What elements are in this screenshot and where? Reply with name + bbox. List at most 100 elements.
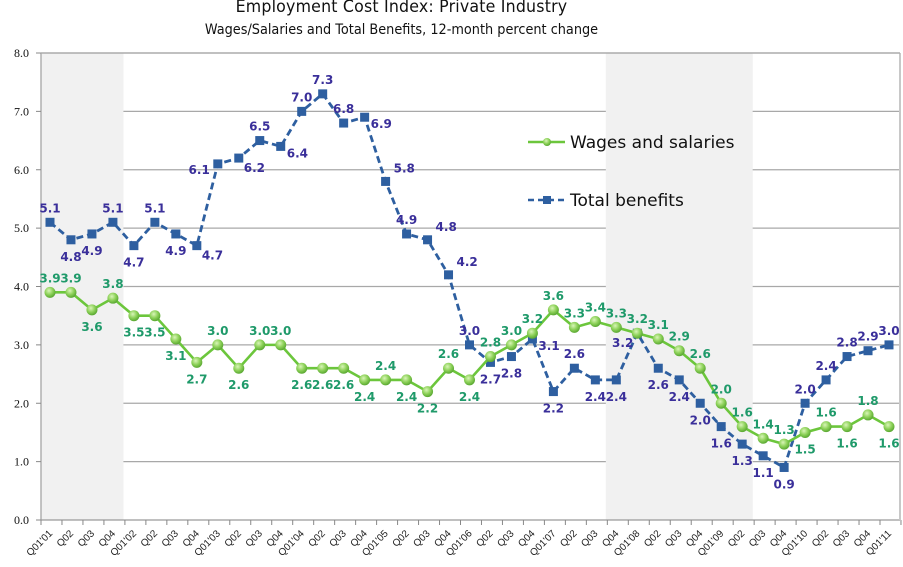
- data-labels: 3.9 3.93.63.83.5 3.53.12.73.02.63.0 3.02.6 2…: [39, 73, 899, 492]
- wages-data-label: 1.5: [794, 442, 815, 456]
- wages-point: [568, 321, 580, 333]
- benefits-data-label: 5.1: [39, 201, 60, 215]
- benefits-point: [213, 159, 223, 169]
- wages-data-label: 3.0: [249, 324, 270, 338]
- x-tick-label: Q02: [223, 528, 244, 549]
- wages-data-label: 2.7: [186, 372, 207, 386]
- benefits-point: [506, 352, 516, 362]
- benefits-point: [674, 375, 684, 385]
- wages-data-label: 1.6: [836, 437, 857, 451]
- x-tick-label: Q02: [307, 528, 328, 549]
- wages-point: [484, 351, 496, 363]
- wages-data-label: 3.0: [270, 324, 291, 338]
- benefits-data-label: 2.0: [794, 382, 815, 396]
- x-tick-label: Q03: [831, 528, 852, 549]
- benefits-data-label: 6.5: [249, 120, 270, 134]
- wages-point: [631, 327, 643, 339]
- wages-point: [317, 362, 329, 374]
- benefits-point: [800, 398, 810, 408]
- wages-data-label: 2.9: [669, 330, 690, 344]
- x-tick-label: Q02: [391, 528, 412, 549]
- benefits-point: [590, 375, 600, 385]
- benefits-data-label: 3.1: [538, 339, 559, 353]
- wages-point: [359, 374, 371, 386]
- wages-data-label: 1.6: [732, 406, 753, 420]
- wages-data-label: 2.0: [711, 382, 732, 396]
- wages-data-label: 1.4: [753, 417, 774, 431]
- wages-data-label: 2.4: [354, 390, 375, 404]
- benefits-data-label: 4.7: [123, 256, 144, 270]
- wages-point: [694, 362, 706, 374]
- wages-data-label: 3.4: [585, 301, 606, 315]
- wages-point: [86, 304, 98, 316]
- benefits-point: [548, 387, 558, 397]
- series-group: [44, 89, 895, 472]
- x-tick-label: Q03: [160, 528, 181, 549]
- x-tick-label: Q03: [579, 528, 600, 549]
- x-tick-label: Q02: [474, 528, 495, 549]
- wages-point: [443, 362, 455, 374]
- benefits-data-label: 2.6: [564, 347, 585, 361]
- x-tick-label: Q03: [747, 528, 768, 549]
- benefits-data-label: 2.4: [585, 390, 606, 404]
- wages-data-label: 1.6: [815, 406, 836, 420]
- y-tick-label: 0.0: [14, 513, 29, 527]
- x-tick-label: Q01'01: [25, 528, 56, 559]
- wages-data-label: 2.6: [690, 347, 711, 361]
- wages-point: [841, 421, 853, 433]
- wages-data-label: 2.4: [396, 390, 417, 404]
- y-tick-label: 7.0: [14, 104, 29, 118]
- benefits-data-label: 5.1: [144, 201, 165, 215]
- wages-data-label: 3.2: [522, 312, 543, 326]
- legend: Wages and salaries Total benefits: [528, 133, 735, 211]
- benefits-point: [45, 217, 55, 227]
- benefits-point: [569, 363, 579, 373]
- wages-data-label: 3.1: [648, 318, 669, 332]
- wages-point: [610, 321, 622, 333]
- x-tick-label: Q02: [642, 528, 663, 549]
- benefits-point: [485, 357, 495, 367]
- wages-data-label: 3.9: [60, 271, 81, 285]
- benefits-data-label: 2.2: [543, 402, 564, 416]
- benefits-data-label: 2.4: [669, 390, 690, 404]
- y-tick-label: 4.0: [14, 280, 29, 294]
- benefits-point: [737, 439, 747, 449]
- benefits-data-label: 5.8: [394, 161, 415, 175]
- legend-benefits-label: Total benefits: [569, 191, 684, 211]
- benefits-data-label: 3.2: [612, 336, 633, 350]
- chart-subtitle: Wages/Salaries and Total Benefits, 12-mo…: [204, 22, 599, 38]
- wages-point: [547, 304, 559, 316]
- benefits-data-label: 2.8: [501, 367, 522, 381]
- benefits-point: [339, 118, 349, 128]
- benefits-point: [842, 352, 852, 362]
- wages-point: [673, 345, 685, 357]
- wages-data-label: 3.9: [39, 271, 60, 285]
- wages-point: [233, 362, 245, 374]
- y-tick-label: 1.0: [14, 455, 29, 469]
- benefits-data-label: 3.0: [878, 324, 899, 338]
- benefits-data-label: 1.1: [753, 466, 774, 480]
- benefits-data-label: 7.0: [291, 90, 312, 104]
- wages-point: [464, 374, 475, 386]
- benefits-point: [108, 217, 118, 227]
- wages-point: [799, 426, 811, 438]
- wages-point: [422, 386, 434, 398]
- benefits-data-label: 2.0: [690, 413, 711, 427]
- wages-data-label: 3.0: [501, 324, 522, 338]
- recession-shade-overlay: [605, 54, 753, 520]
- wages-data-label: 1.6: [878, 437, 899, 451]
- wages-point: [275, 339, 287, 351]
- wages-point: [128, 310, 140, 322]
- x-tick-label: Q03: [328, 528, 349, 549]
- x-tick-label: Q03: [244, 528, 265, 549]
- wages-point: [715, 397, 727, 409]
- legend-wages-marker: [543, 138, 551, 146]
- wages-data-label: 3.8: [102, 277, 123, 291]
- x-tick-label: Q02: [726, 528, 747, 549]
- benefits-point: [884, 340, 894, 350]
- benefits-point: [234, 153, 244, 163]
- benefits-point: [821, 375, 831, 385]
- wages-data-label: 3.5: [144, 326, 165, 340]
